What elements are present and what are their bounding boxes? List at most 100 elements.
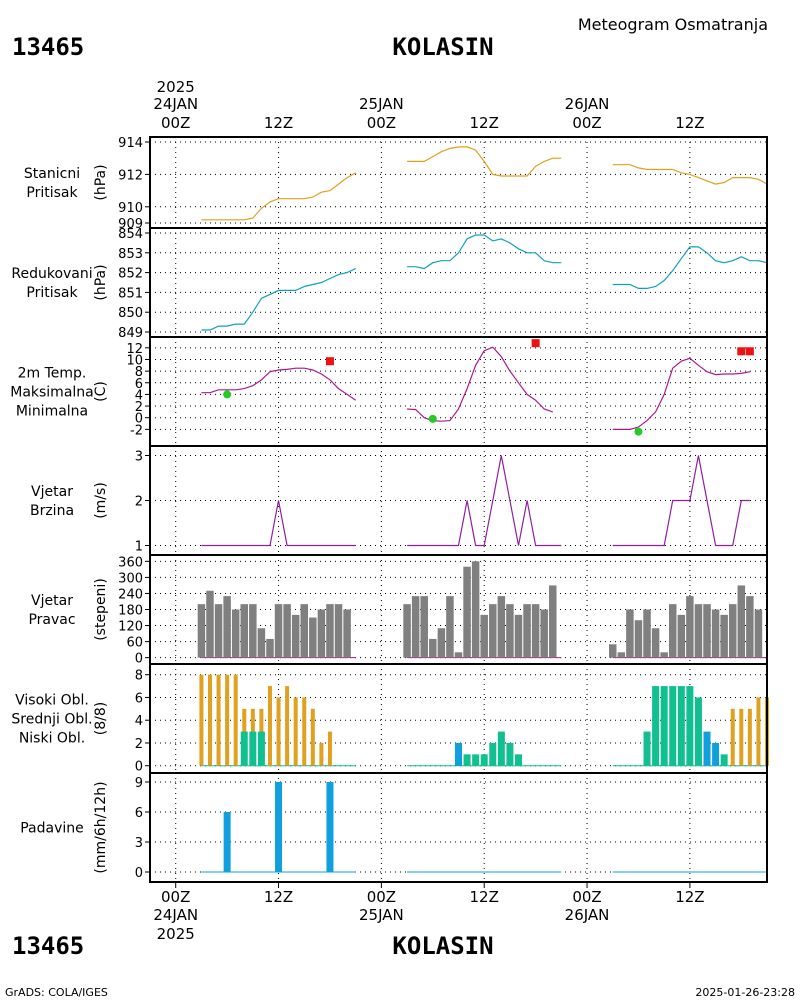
cloud-bar xyxy=(643,731,651,766)
bar xyxy=(223,812,231,872)
series-line xyxy=(612,246,768,289)
bar xyxy=(617,652,626,658)
bar xyxy=(489,604,497,658)
series-line xyxy=(407,455,562,547)
bottom-tick-line1: 12Z xyxy=(470,888,499,906)
panel-frame xyxy=(149,227,768,338)
cloud-bar xyxy=(319,742,324,766)
y-tick-label: 853 xyxy=(118,247,143,262)
y-axis-label: (hPa) xyxy=(93,164,109,200)
y-tick-label: 854 xyxy=(118,227,143,242)
y-axis-label: (C) xyxy=(93,381,109,402)
top-tick-line2: 24JAN xyxy=(153,95,198,113)
bar xyxy=(317,609,326,658)
bar xyxy=(651,628,660,658)
cloud-bar xyxy=(472,754,480,766)
panel-frame xyxy=(149,336,768,447)
bar xyxy=(609,644,617,658)
bar xyxy=(274,604,283,658)
panel-name-line: Redukovani xyxy=(11,266,92,282)
bar xyxy=(454,652,463,658)
bottom-tick-line2: 25JAN xyxy=(359,906,404,924)
y-axis-label: (8/8) xyxy=(93,702,109,735)
bottom-tick-line2: 26JAN xyxy=(565,906,610,924)
y-tick-label: 849 xyxy=(118,326,143,341)
y-tick-label: 851 xyxy=(118,286,143,301)
cloud-bar xyxy=(302,697,307,766)
timestamp-text: 2025-01-26-23:28 xyxy=(695,986,795,999)
panel-name-line: Padavine xyxy=(20,821,84,837)
bar xyxy=(660,652,668,658)
series-line xyxy=(407,234,562,270)
y-tick-label: 60 xyxy=(126,636,143,651)
y-tick-label: 6 xyxy=(135,691,143,706)
y-tick-label: 852 xyxy=(118,267,143,282)
bar xyxy=(677,614,686,658)
bottom-tick-line2: 24JAN xyxy=(153,906,198,924)
y-tick-label: 10 xyxy=(126,353,143,368)
tmin-marker xyxy=(428,414,437,423)
panel-3: 1 2 3 (m/s) Vjetar Brzina xyxy=(30,445,768,556)
bar xyxy=(634,620,643,658)
series-line xyxy=(407,146,562,177)
cloud-bar xyxy=(455,742,462,766)
bar xyxy=(463,566,471,658)
y-axis-label: (mm/6h/12h) xyxy=(93,781,109,873)
bar xyxy=(686,596,694,658)
y-tick-label: 909 xyxy=(118,217,143,232)
cloud-bar xyxy=(669,686,677,766)
bar xyxy=(746,596,754,658)
bar xyxy=(711,609,720,658)
series-line xyxy=(201,500,356,547)
panel-name-line: Brzina xyxy=(30,503,74,519)
bar xyxy=(506,604,514,658)
cloud-bar xyxy=(249,731,257,766)
cloud-bar xyxy=(240,731,248,766)
bar xyxy=(531,604,540,658)
bar xyxy=(309,617,317,658)
bar xyxy=(643,609,651,658)
chart-subtitle: Meteogram Osmatranja xyxy=(578,15,768,34)
y-tick-label: 4 xyxy=(135,714,143,729)
cloud-bar xyxy=(327,731,332,766)
cloud-bar xyxy=(267,686,272,766)
cloud-bar xyxy=(489,742,497,766)
bar xyxy=(206,590,214,658)
cloud-bar xyxy=(747,708,752,766)
cloud-bar xyxy=(207,674,212,766)
panel-name-line: Niski Obl. xyxy=(19,731,85,747)
station-name-bottom: KOLASIN xyxy=(392,932,493,960)
bar xyxy=(720,614,728,658)
y-tick-label: 1 xyxy=(135,540,143,555)
y-tick-label: 2 xyxy=(135,737,143,752)
y-axis-label: (m/s) xyxy=(93,482,109,519)
bar xyxy=(523,604,531,658)
cloud-bar xyxy=(463,754,471,766)
panel-name-line: Pravac xyxy=(28,612,75,628)
bar xyxy=(514,614,523,658)
series-line xyxy=(201,268,356,331)
y-tick-label: 0 xyxy=(135,412,143,427)
bar xyxy=(240,604,249,658)
top-tick-line3: 12Z xyxy=(264,114,293,132)
bar xyxy=(668,604,677,658)
panel-5: 0 2 4 6 8 (8/8)Visoki Obl. Srednji Obl. Niski O… xyxy=(11,663,769,775)
bar xyxy=(737,585,746,658)
station-id-top: 13465 xyxy=(12,33,84,61)
y-tick-label: 12 xyxy=(126,342,143,357)
cloud-bar xyxy=(216,674,221,766)
bar xyxy=(291,614,300,658)
panel-name-line: Srednji Obl. xyxy=(11,712,92,728)
bar xyxy=(231,609,240,658)
cloud-bar xyxy=(677,686,685,766)
cloud-bar xyxy=(233,674,238,766)
bar xyxy=(223,596,231,658)
y-tick-label: 0 xyxy=(135,760,143,775)
panel-name-line: Vjetar xyxy=(31,593,73,609)
top-tick-line3: 12Z xyxy=(675,114,704,132)
top-tick-line3: 00Z xyxy=(572,114,601,132)
bar xyxy=(480,614,488,658)
